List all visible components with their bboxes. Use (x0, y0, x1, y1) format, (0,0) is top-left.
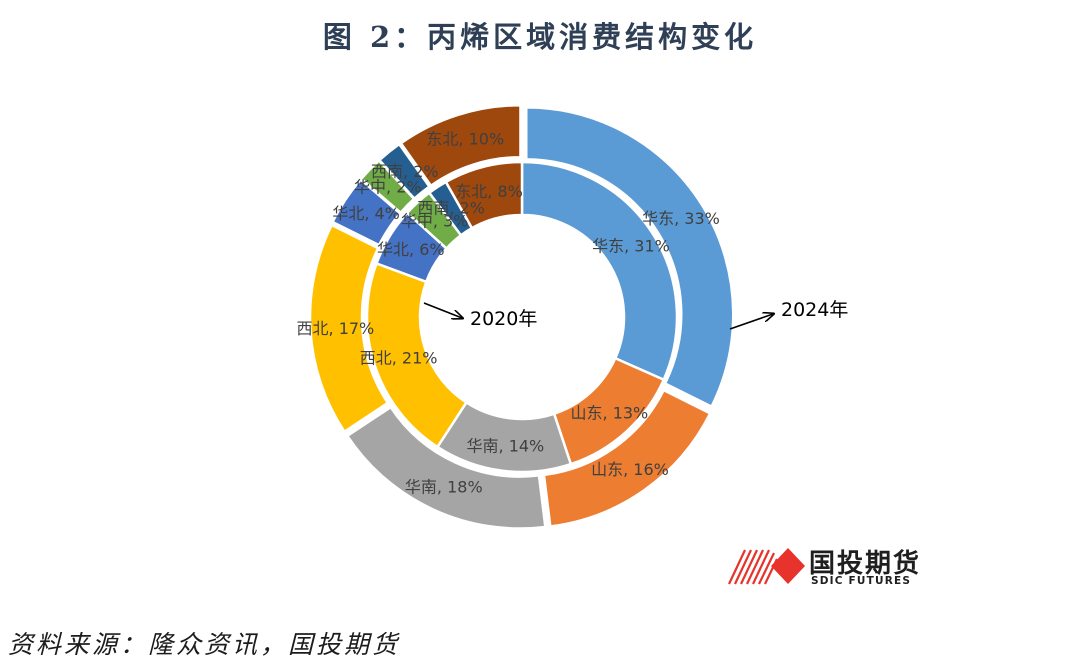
data-label-outer-6: 华中, 2% (354, 177, 422, 196)
data-label-inner-7: 西南, 2% (417, 199, 485, 218)
data-label-inner-2: 山东, 13% (571, 404, 649, 423)
logo-name: 国投期货 (809, 549, 922, 579)
data-label-outer-7: 西南, 2% (371, 162, 439, 181)
slice-outer-7 (377, 142, 432, 201)
data-label-inner-1: 华东, 31% (592, 237, 670, 256)
sdic-logo-icon (728, 548, 805, 585)
data-label-outer-2: 山东, 16% (591, 460, 669, 479)
annotation-2024-arrow (729, 314, 773, 330)
chart-title: 图 2：丙烯区域消费结构变化 (322, 20, 758, 54)
slice-outer-3 (345, 405, 547, 530)
annotation-2020-label: 2020年 (470, 308, 537, 330)
slice-inner-1 (520, 160, 679, 382)
logo-subtitle: SDIC FUTURES (811, 575, 912, 587)
data-label-outer-4: 西北, 17% (297, 319, 375, 338)
data-label-inner-8: 东北, 8% (455, 182, 523, 201)
annotation-2020-arrow (423, 302, 462, 318)
data-label-outer-8: 东北, 10% (426, 129, 504, 148)
slice-inner-8 (444, 160, 524, 230)
slice-outer-4 (308, 223, 390, 434)
data-label-inner-3: 华南, 14% (467, 436, 545, 455)
slice-outer-2 (542, 388, 712, 528)
data-label-inner-5: 华北, 6% (377, 240, 445, 259)
company-logo: 国投期货 SDIC FUTURES (727, 542, 927, 590)
data-label-outer-1: 华东, 33% (642, 209, 720, 228)
data-label-outer-5: 华北, 4% (332, 204, 400, 223)
data-label-inner-6: 华中, 3% (401, 211, 469, 230)
slice-outer-8 (399, 103, 522, 188)
data-label-inner-4: 西北, 21% (360, 349, 438, 368)
slice-outer-1 (525, 106, 735, 409)
source-note: 资料来源：隆众资讯，国投期货 (8, 630, 401, 659)
annotation-2024-label: 2024年 (781, 299, 848, 321)
data-label-outer-3: 华南, 18% (405, 477, 483, 496)
